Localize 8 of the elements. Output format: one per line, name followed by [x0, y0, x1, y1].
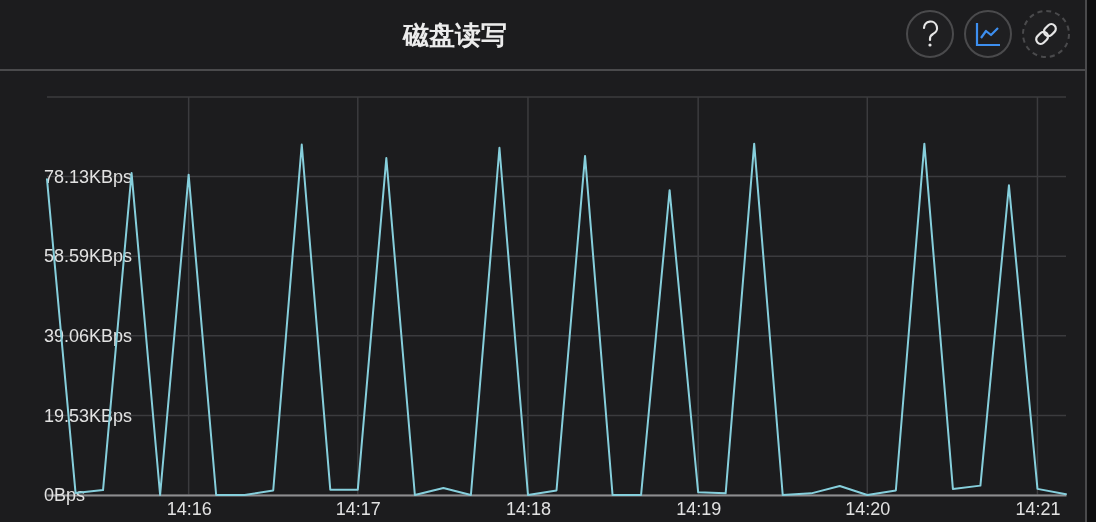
x-tick-label: 14:21: [1015, 498, 1061, 519]
x-tick-label: 14:17: [335, 498, 381, 519]
x-tick-label: 14:19: [676, 498, 722, 519]
y-tick-label: 78.13KBps: [44, 166, 133, 187]
x-tick-label: 14:16: [166, 498, 212, 519]
x-tick-label: 14:18: [505, 498, 551, 519]
chart-title: 磁盘读写: [402, 20, 507, 50]
x-tick-label: 14:20: [845, 498, 891, 519]
